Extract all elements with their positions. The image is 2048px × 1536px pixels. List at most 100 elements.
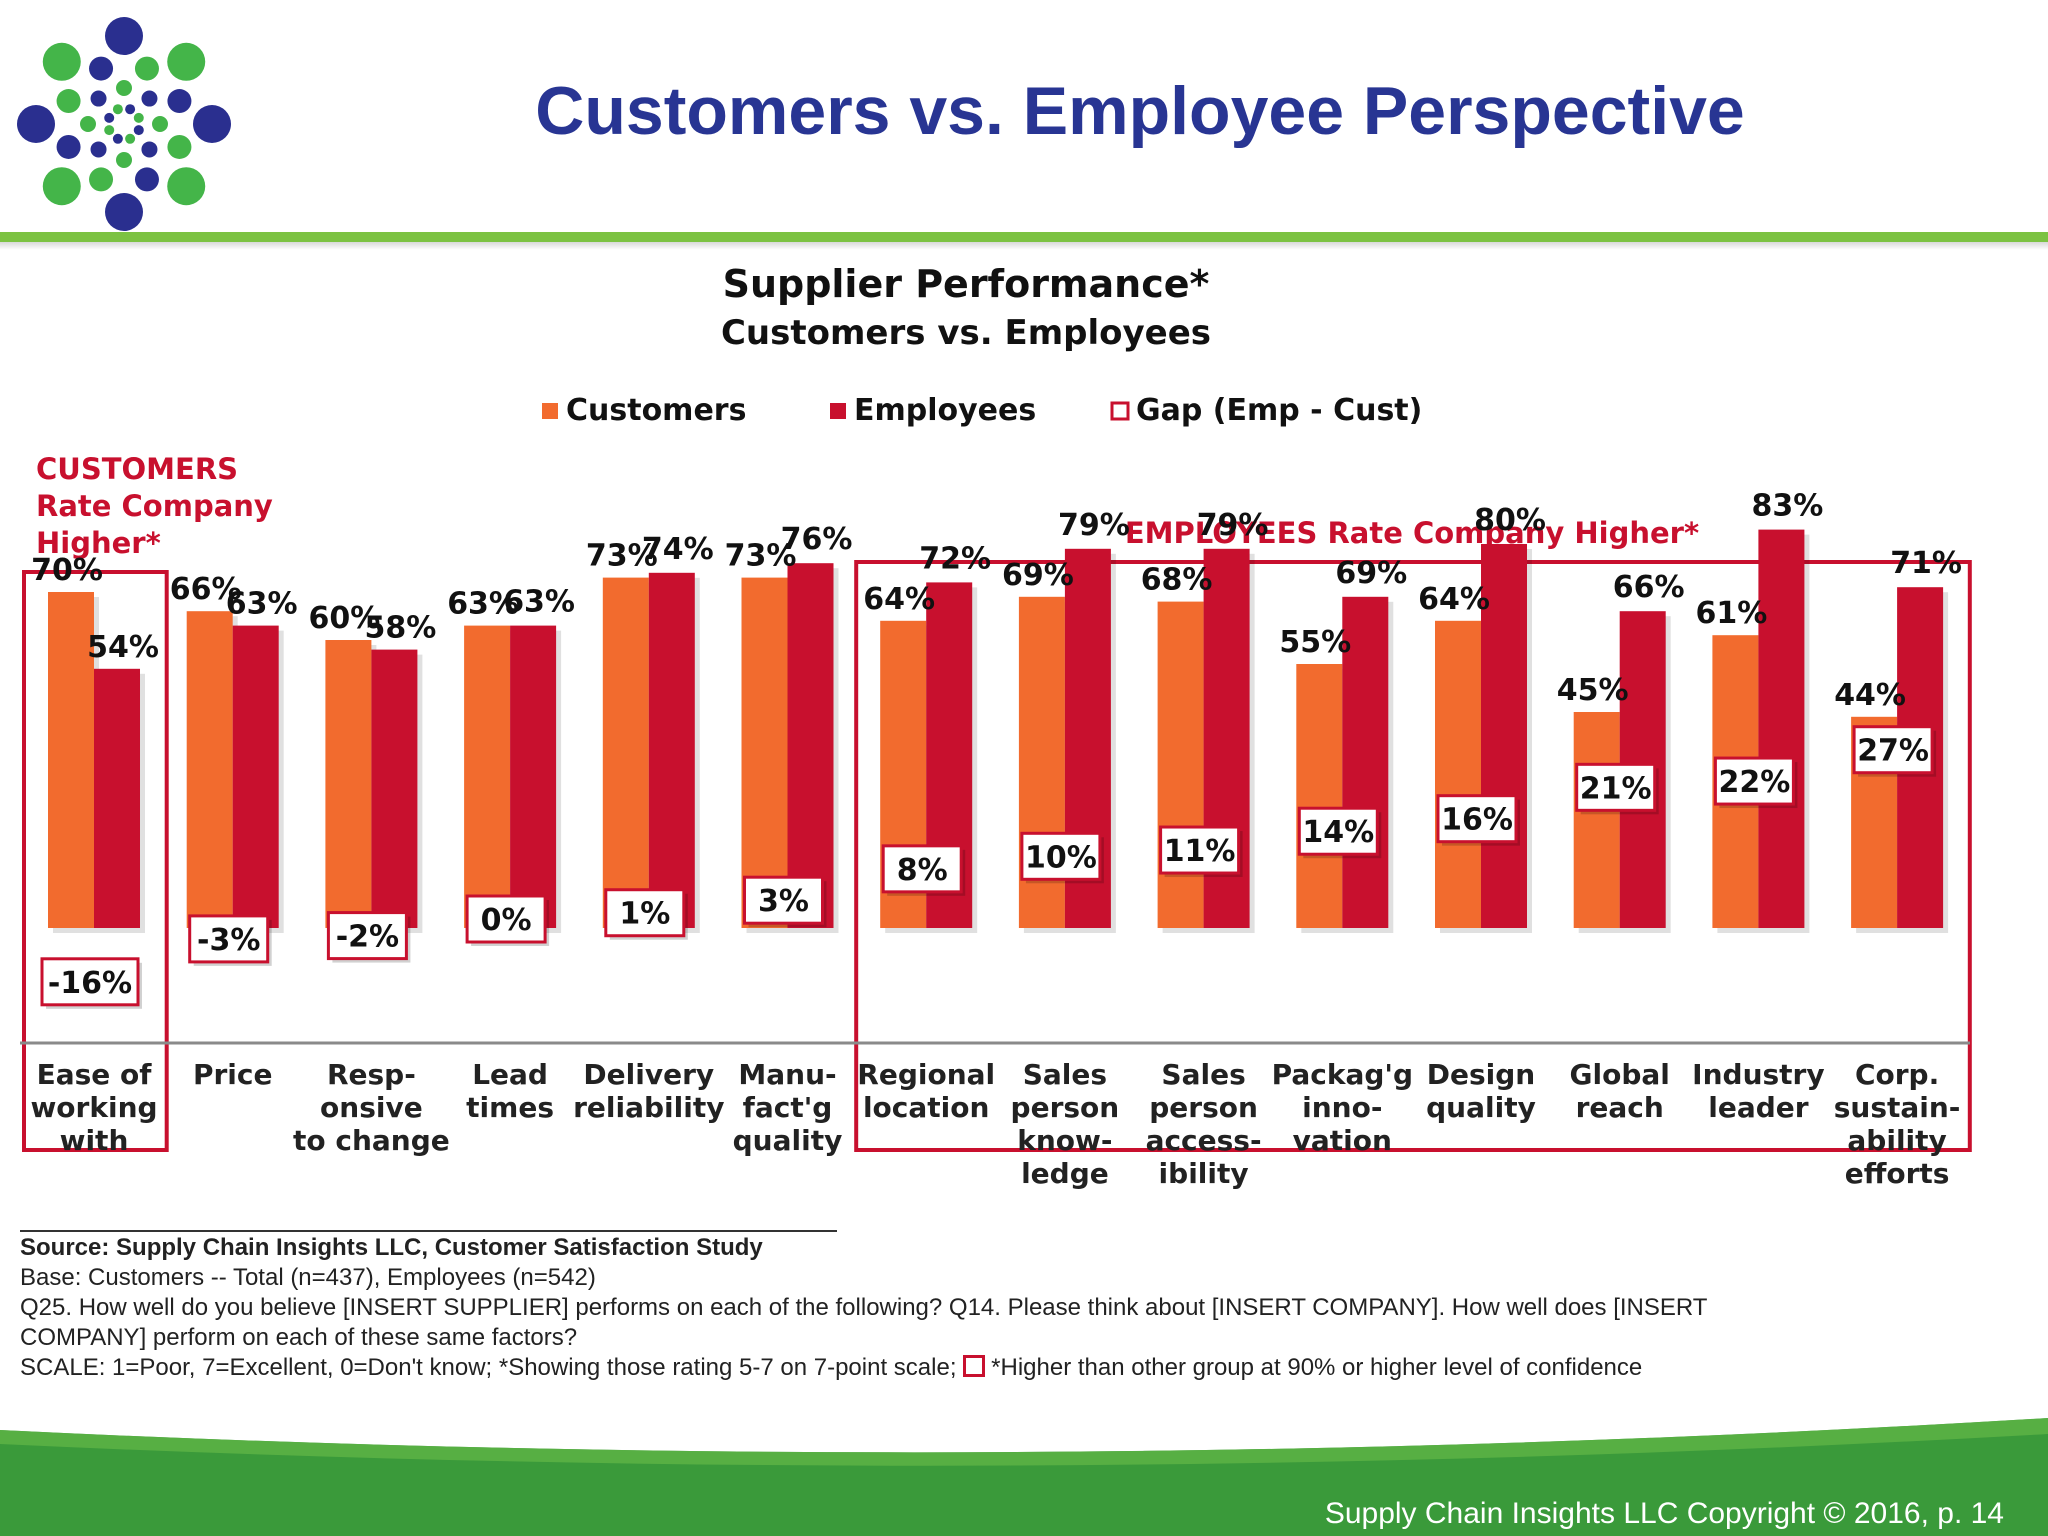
- label-customers-4: 63%: [447, 587, 519, 622]
- label-employees-1: 54%: [87, 630, 159, 665]
- logo-dot: [167, 167, 206, 206]
- logo-dot: [193, 105, 231, 143]
- category-label-10: Packag'g: [1272, 1058, 1413, 1091]
- customers-higher-box: [22, 570, 169, 1152]
- category-label-4: times: [466, 1091, 554, 1124]
- slide-title: Customers vs. Employee Perspective: [535, 73, 1745, 149]
- bar-customers-6: [741, 577, 788, 928]
- category-label-8: Sales: [1023, 1058, 1107, 1091]
- bar-customers-9: [1157, 601, 1204, 928]
- gap-label-11: 16%: [1441, 803, 1513, 838]
- gap-label-7: 8%: [897, 853, 948, 888]
- logo-dot: [116, 80, 132, 96]
- label-customers-1: 70%: [31, 553, 103, 588]
- category-label-9: ibility: [1159, 1157, 1249, 1190]
- gap-label-2: -3%: [197, 923, 260, 958]
- bar-customers-12: [1573, 712, 1620, 928]
- category-label-7: location: [863, 1091, 989, 1124]
- label-customers-7: 64%: [863, 582, 935, 617]
- label-customers-11: 64%: [1418, 582, 1490, 617]
- category-label-11: Design: [1427, 1058, 1535, 1091]
- label-customers-8: 69%: [1002, 558, 1074, 593]
- label-customers-13: 61%: [1695, 596, 1767, 631]
- label-customers-14: 44%: [1834, 678, 1906, 713]
- label-customers-3: 60%: [308, 601, 380, 636]
- gap-box-13: [1713, 756, 1795, 806]
- category-label-13: Industry: [1692, 1058, 1824, 1091]
- customers-higher-note: Rate Company: [36, 489, 273, 523]
- label-employees-5: 74%: [642, 532, 714, 567]
- category-label-9: access-: [1146, 1124, 1262, 1157]
- gap-label-13: 22%: [1718, 765, 1790, 800]
- category-label-3: onsive: [320, 1091, 423, 1124]
- chart-title: Supplier Performance*: [723, 262, 1210, 306]
- category-label-8: know-: [1017, 1124, 1112, 1157]
- legend-swatch-3: [1110, 401, 1130, 421]
- label-customers-6: 73%: [725, 539, 797, 574]
- employees-higher-note: EMPLOYEES Rate Company Higher*: [1125, 516, 1699, 550]
- category-label-2: Price: [193, 1058, 273, 1091]
- label-employees-14: 71%: [1890, 546, 1962, 581]
- question-line-cont: COMPANY] perform on each of these same f…: [20, 1324, 578, 1351]
- label-employees-9: 79%: [1197, 508, 1269, 543]
- bar-employees-1: [94, 668, 140, 928]
- gap-box-8: [1020, 831, 1102, 881]
- logo-dot: [134, 167, 159, 192]
- category-label-10: inno-: [1302, 1091, 1382, 1124]
- gap-label-5: 1%: [619, 897, 670, 932]
- label-employees-10: 69%: [1335, 556, 1407, 591]
- logo-dot: [104, 125, 115, 136]
- bar-employees-5: [648, 572, 695, 928]
- category-label-14: efforts: [1845, 1157, 1950, 1190]
- logo-dot: [133, 125, 144, 136]
- logo-dot: [134, 56, 159, 81]
- bar-customers-3: [325, 640, 372, 928]
- label-employees-11: 80%: [1474, 503, 1546, 538]
- category-label-4: Lead: [472, 1058, 548, 1091]
- logo-dot: [125, 133, 136, 144]
- bar-employees-2: [232, 625, 279, 928]
- gap-box-7: [881, 844, 963, 894]
- bar-employees-11: [1481, 544, 1527, 928]
- logo-dot: [125, 104, 136, 115]
- logo-dot: [112, 133, 123, 144]
- category-label-14: Corp.: [1855, 1058, 1939, 1091]
- label-customers-12: 45%: [1557, 673, 1629, 708]
- gap-label-6: 3%: [758, 884, 809, 919]
- label-customers-2: 66%: [170, 572, 242, 607]
- gap-box-1: [40, 957, 140, 1007]
- bar-employees-4: [510, 625, 557, 928]
- category-label-7: Regional: [857, 1058, 995, 1091]
- source-divider: [20, 1230, 837, 1232]
- category-label-10: vation: [1293, 1124, 1392, 1157]
- bar-employees-13: [1758, 529, 1805, 928]
- legend-label-2: Employees: [854, 393, 1036, 428]
- footer-band: [0, 1418, 2048, 1536]
- supplier-performance-chart: Supplier Performance* Customers vs. Emplo…: [20, 262, 1972, 1190]
- bar-customers-10: [1296, 664, 1343, 928]
- logo-dot: [42, 42, 81, 81]
- gap-box-5: [604, 888, 686, 938]
- category-label-6: Manu-: [738, 1058, 836, 1091]
- category-label-3: to change: [293, 1124, 450, 1157]
- logo-dot: [104, 112, 115, 123]
- gap-label-8: 10%: [1025, 840, 1097, 875]
- category-label-9: Sales: [1161, 1058, 1245, 1091]
- logo-dot: [167, 89, 192, 114]
- gap-box-14: [1852, 725, 1934, 775]
- gap-label-3: -2%: [336, 920, 399, 955]
- base-line: Base: Customers -- Total (n=437), Employ…: [20, 1264, 596, 1291]
- category-label-1: Ease of: [37, 1058, 153, 1091]
- category-label-5: reliability: [573, 1091, 724, 1124]
- category-label-1: with: [60, 1124, 129, 1157]
- category-label-12: Global: [1570, 1058, 1670, 1091]
- bar-employees-10: [1342, 596, 1389, 928]
- confidence-note: *Higher than other group at 90% or highe…: [991, 1354, 1643, 1381]
- logo-dot: [112, 104, 123, 115]
- legend-swatch-1: [542, 403, 558, 419]
- scale-line: SCALE: 1=Poor, 7=Excellent, 0=Don't know…: [20, 1354, 1920, 1382]
- bar-customers-11: [1435, 620, 1481, 928]
- logo-dot: [89, 167, 114, 192]
- customers-higher-note: Higher*: [36, 526, 161, 560]
- label-customers-5: 73%: [586, 539, 658, 574]
